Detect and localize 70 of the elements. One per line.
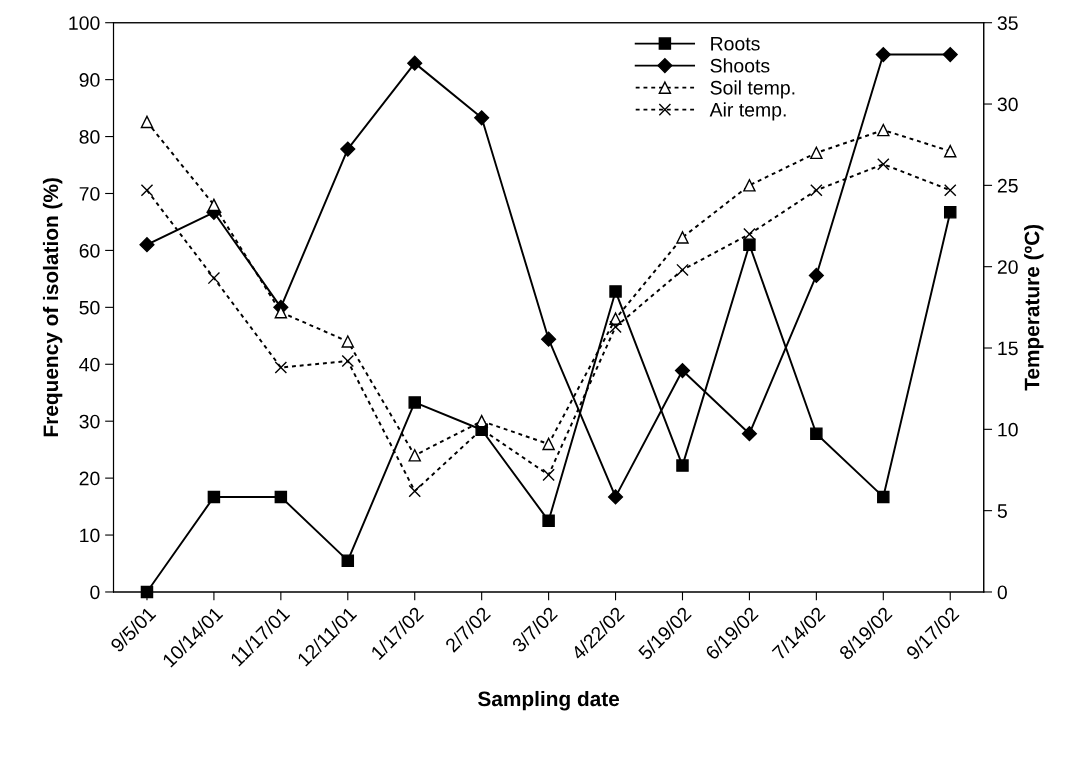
point [743, 238, 756, 251]
point [810, 146, 823, 160]
y-tick-label: 0 [90, 585, 100, 600]
y-tick-label: 10 [80, 528, 100, 543]
point [207, 271, 221, 285]
point [607, 489, 624, 505]
point [676, 263, 689, 277]
legend-label: Air temp. [709, 102, 786, 121]
point [609, 320, 622, 334]
point [274, 490, 288, 504]
point [341, 335, 355, 348]
y-tick-label: 20 [79, 471, 100, 486]
y-tick-label: 60 [79, 243, 100, 258]
point [741, 426, 757, 442]
y2-tick-label: 30 [997, 97, 1018, 112]
point [676, 231, 689, 244]
point [140, 183, 154, 197]
y-tick-label: 30 [79, 414, 100, 429]
point [542, 468, 555, 482]
y-tick-label: 100 [69, 16, 100, 30]
point [474, 110, 490, 126]
point [810, 427, 823, 440]
point [810, 183, 823, 197]
point [407, 55, 423, 71]
legend-label: Roots [711, 37, 760, 51]
y2-tick-label: 15 [998, 341, 1018, 356]
y2-tick-label: 10 [998, 422, 1018, 437]
point [541, 331, 557, 347]
point [808, 267, 824, 284]
x-axis-title: Sampling date [478, 690, 620, 711]
point [274, 361, 288, 374]
point [877, 490, 890, 504]
point [676, 459, 689, 472]
legend-label: Soil temp. [710, 80, 795, 99]
point [341, 554, 355, 567]
y2-tick-label: 35 [997, 16, 1018, 30]
legend-label: Shoots [710, 58, 770, 73]
point [340, 141, 356, 157]
point [408, 484, 421, 498]
y-tick-label: 80 [79, 130, 100, 144]
point [207, 490, 221, 504]
point [139, 237, 155, 253]
point [877, 157, 890, 171]
point [341, 354, 355, 368]
point [408, 449, 421, 462]
point [943, 183, 957, 197]
point [743, 179, 756, 192]
y-tick-label: 50 [79, 300, 100, 315]
point [542, 437, 555, 451]
point [408, 396, 421, 409]
point [609, 285, 622, 298]
point [943, 206, 957, 219]
y-axis-title: Frequency of isolation (%) [42, 178, 63, 437]
point [743, 227, 756, 241]
y2-tick-label: 0 [997, 585, 1007, 600]
y2-axis-title: Temperature (ºC) [1024, 224, 1044, 391]
point [875, 47, 891, 63]
y2-tick-label: 25 [997, 178, 1018, 193]
point [877, 123, 890, 137]
y-tick-label: 90 [79, 73, 100, 87]
point [943, 144, 957, 158]
y-tick-label: 40 [79, 357, 100, 372]
point [140, 115, 154, 129]
y2-tick-label: 20 [997, 260, 1018, 274]
point [207, 198, 221, 212]
y2-tick-label: 5 [997, 504, 1007, 518]
y-tick-label: 70 [79, 186, 100, 201]
point [542, 514, 555, 528]
point [674, 362, 691, 379]
point [942, 47, 958, 63]
